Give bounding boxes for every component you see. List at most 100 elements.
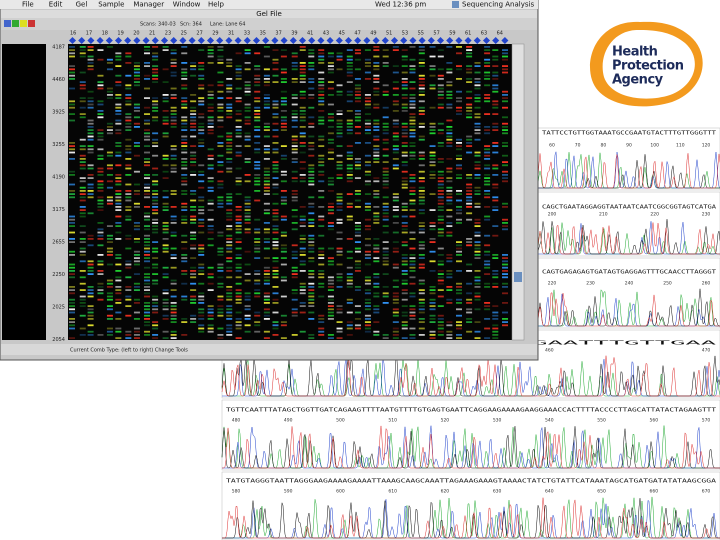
menu-item[interactable]: Gel	[76, 1, 88, 9]
gel-band	[327, 318, 334, 320]
gel-band	[401, 71, 408, 74]
scroll-thumb[interactable]	[514, 272, 522, 282]
lane-marker	[151, 36, 159, 45]
tool-button[interactable]	[4, 20, 11, 27]
gel-band	[364, 324, 371, 327]
gel-band	[170, 305, 177, 307]
gel-band	[115, 52, 122, 55]
menu-item[interactable]: Help	[208, 1, 225, 9]
gel-band	[133, 250, 140, 253]
gel-band	[198, 100, 205, 103]
scrollbar[interactable]	[511, 43, 525, 341]
gel-band	[346, 62, 353, 64]
gel-band	[263, 106, 270, 109]
menu-item[interactable]: Edit	[49, 1, 63, 9]
gel-band	[144, 174, 151, 176]
gel-band	[409, 199, 416, 202]
gel-band	[418, 100, 425, 103]
gel-band	[235, 282, 242, 285]
scan-label: 4190	[52, 175, 65, 181]
gel-band	[115, 142, 122, 144]
menu-item[interactable]: Window	[173, 1, 201, 9]
gel-band	[235, 193, 242, 195]
menu-item[interactable]: Sample	[98, 1, 124, 9]
gel-band	[152, 298, 159, 301]
gel-band	[502, 145, 509, 147]
gel-band	[364, 209, 371, 211]
gel-band	[382, 138, 389, 141]
gel-band	[327, 311, 334, 314]
gel-band	[437, 247, 444, 250]
gel-band	[198, 103, 205, 106]
gel-band	[308, 225, 315, 227]
gel-band	[87, 183, 94, 186]
gel-band	[299, 113, 306, 115]
gel-band	[162, 135, 169, 138]
gel-band	[327, 183, 334, 186]
gel-band	[226, 135, 233, 138]
lane-number: 64	[497, 31, 503, 37]
gel-band	[474, 282, 481, 285]
gel-band	[115, 164, 122, 167]
gel-band	[401, 154, 408, 157]
gel-band	[346, 100, 353, 103]
gel-band	[466, 330, 473, 333]
gel-band	[217, 116, 224, 119]
gel-band	[318, 81, 325, 83]
gel-band	[235, 276, 242, 279]
gel-band	[198, 186, 205, 189]
gel-band	[418, 58, 425, 61]
gel-band	[299, 305, 306, 307]
gel-band	[409, 282, 416, 285]
base-position: 260	[702, 281, 711, 287]
tool-button[interactable]	[28, 20, 35, 27]
tool-button[interactable]	[20, 20, 27, 27]
gel-band	[97, 174, 104, 176]
gel-band	[327, 71, 334, 74]
gel-band	[502, 68, 509, 71]
gel-band	[299, 263, 306, 266]
gel-band	[364, 302, 371, 304]
gel-band	[291, 158, 298, 160]
gel-band	[181, 151, 188, 154]
gel-band	[418, 199, 425, 202]
gel-band	[254, 257, 261, 259]
gel-band	[429, 270, 436, 272]
gel-band	[373, 68, 380, 71]
gel-band	[437, 330, 444, 333]
gel-band	[336, 154, 343, 157]
gel-band	[364, 263, 371, 266]
toolbar	[1, 18, 537, 30]
gel-band	[280, 55, 287, 58]
gel-band	[207, 154, 214, 157]
gel-band	[392, 132, 399, 135]
gel-band	[401, 65, 408, 67]
gel-band	[207, 209, 214, 211]
gel-band	[198, 266, 205, 269]
gel-band	[125, 183, 132, 186]
gel-band	[437, 327, 444, 330]
gel-band	[492, 71, 499, 74]
gel-band	[401, 257, 408, 259]
gel-band	[474, 164, 481, 167]
lane-marker	[289, 36, 297, 45]
gel-band	[125, 193, 132, 195]
gel-band	[474, 116, 481, 119]
gel-band	[87, 324, 94, 327]
menu-item[interactable]: File	[22, 1, 34, 9]
gel-band	[456, 193, 463, 195]
gel-band	[207, 305, 214, 307]
gel-band	[87, 103, 94, 106]
gel-band	[190, 170, 197, 173]
gel-band	[263, 238, 270, 240]
tool-button[interactable]	[12, 20, 19, 27]
menu-item[interactable]: Manager	[133, 1, 164, 9]
gel-band	[87, 273, 94, 275]
gel-band	[115, 106, 122, 109]
gel-band	[144, 330, 151, 333]
gel-band	[115, 199, 122, 202]
gel-band	[254, 250, 261, 253]
gel-band	[308, 334, 315, 336]
gel-band	[144, 321, 151, 323]
lane-marker	[372, 36, 380, 45]
